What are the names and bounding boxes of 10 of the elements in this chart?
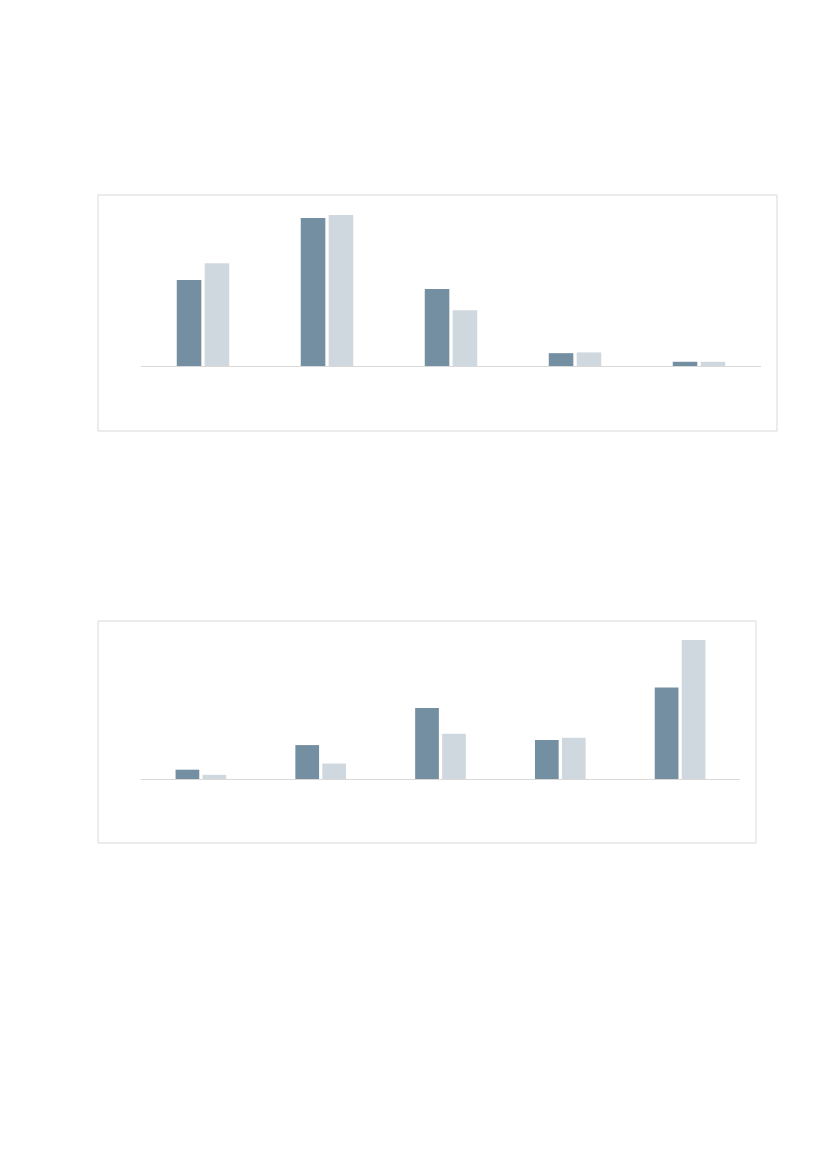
bar	[654, 687, 679, 779]
bar	[424, 288, 450, 366]
bar	[175, 769, 200, 779]
bar	[295, 745, 320, 779]
bar	[548, 353, 574, 366]
bar	[176, 279, 202, 366]
bar	[300, 218, 326, 366]
bar	[415, 707, 439, 779]
bar	[534, 739, 559, 779]
bar	[672, 361, 698, 366]
